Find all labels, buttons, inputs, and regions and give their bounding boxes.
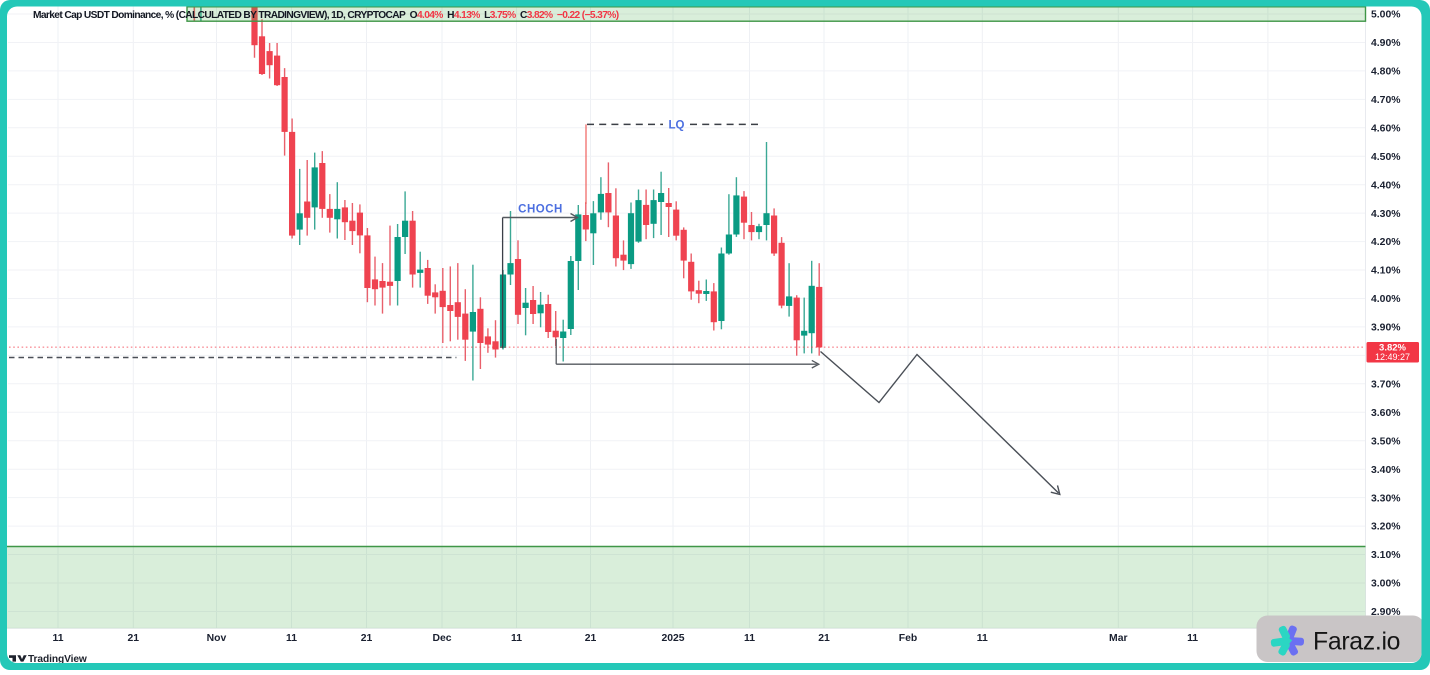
svg-text:21: 21 <box>128 633 140 644</box>
svg-text:4.50%: 4.50% <box>1371 152 1400 163</box>
svg-text:3.60%: 3.60% <box>1371 408 1400 419</box>
svg-text:Nov: Nov <box>207 633 227 644</box>
svg-text:4.80%: 4.80% <box>1371 67 1400 78</box>
svg-text:TradingView: TradingView <box>28 654 87 665</box>
svg-text:3.70%: 3.70% <box>1371 380 1400 391</box>
svg-text:4.60%: 4.60% <box>1371 123 1400 134</box>
svg-text:11: 11 <box>286 633 297 644</box>
svg-text:11: 11 <box>977 633 988 644</box>
svg-text:Dec: Dec <box>432 633 451 644</box>
svg-text:Faraz.io: Faraz.io <box>1313 629 1400 656</box>
svg-text:Market Cap USDT Dominance, % (: Market Cap USDT Dominance, % (CALCULATED… <box>33 10 619 21</box>
svg-text:4.00%: 4.00% <box>1371 294 1400 305</box>
svg-text:4.10%: 4.10% <box>1371 266 1400 277</box>
svg-text:3.90%: 3.90% <box>1371 323 1400 334</box>
svg-text:11: 11 <box>53 633 64 644</box>
svg-text:2025: 2025 <box>661 633 684 644</box>
svg-text:4.70%: 4.70% <box>1371 95 1400 106</box>
svg-text:3.40%: 3.40% <box>1371 465 1400 476</box>
svg-text:11: 11 <box>1187 633 1198 644</box>
svg-text:21: 21 <box>585 633 597 644</box>
svg-text:21: 21 <box>361 633 373 644</box>
svg-text:CHOCH: CHOCH <box>518 204 563 216</box>
svg-text:21: 21 <box>818 633 830 644</box>
svg-text:12:49:27: 12:49:27 <box>1375 352 1410 362</box>
svg-text:Mar: Mar <box>1109 633 1127 644</box>
svg-text:4.40%: 4.40% <box>1371 180 1400 191</box>
svg-text:5.00%: 5.00% <box>1371 10 1400 21</box>
svg-text:11: 11 <box>744 633 755 644</box>
svg-text:3.82%: 3.82% <box>1379 342 1406 353</box>
svg-text:3.00%: 3.00% <box>1371 579 1400 590</box>
svg-text:4.20%: 4.20% <box>1371 237 1400 248</box>
svg-text:3.20%: 3.20% <box>1371 522 1400 533</box>
svg-text:3.10%: 3.10% <box>1371 550 1400 561</box>
svg-text:4.30%: 4.30% <box>1371 209 1400 220</box>
svg-text:3.50%: 3.50% <box>1371 436 1400 447</box>
svg-text:LQ: LQ <box>669 120 685 132</box>
svg-text:2.90%: 2.90% <box>1371 607 1400 618</box>
svg-text:Feb: Feb <box>899 633 917 644</box>
svg-text:3.30%: 3.30% <box>1371 493 1400 504</box>
svg-text:4.90%: 4.90% <box>1371 38 1400 49</box>
svg-text:11: 11 <box>511 633 522 644</box>
